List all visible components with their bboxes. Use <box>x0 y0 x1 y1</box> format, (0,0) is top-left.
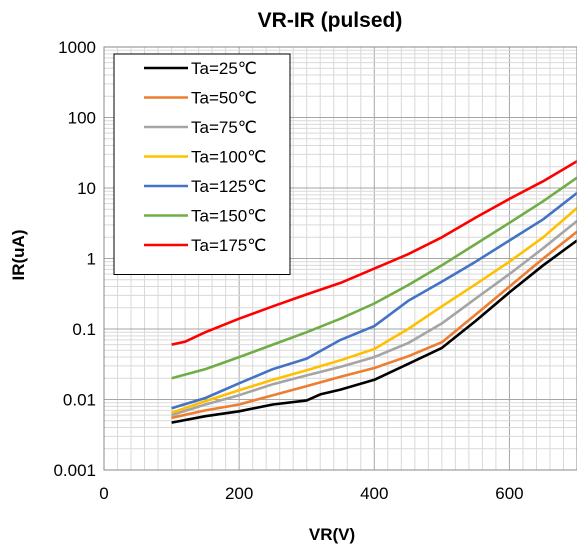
legend-label: Ta=150℃ <box>191 207 266 226</box>
legend-label: Ta=175℃ <box>191 236 266 255</box>
series-line-5 <box>171 191 577 410</box>
legend-box <box>113 53 291 275</box>
legend: Ta=25℃ Ta=50℃ Ta=75℃ Ta=100℃ Ta=125℃ Ta=150℃ T… <box>113 53 291 275</box>
y-tick-label: 1 <box>87 250 96 269</box>
x-tick-label: 600 <box>495 484 523 503</box>
y-tick-label: 1000 <box>58 38 96 57</box>
series-line-4 <box>171 207 577 414</box>
y-axis-label: IR(uA) <box>9 230 28 281</box>
series-line-3 <box>171 219 577 417</box>
legend-label: Ta=75℃ <box>191 118 257 137</box>
y-tick-label: 0.001 <box>53 461 96 480</box>
series-line-1 <box>171 239 577 424</box>
series-lines <box>171 160 577 424</box>
series-line-7 <box>171 160 577 346</box>
legend-label: Ta=100℃ <box>191 148 266 167</box>
legend-label: Ta=125℃ <box>191 177 266 196</box>
y-tick-label: 0.1 <box>72 320 96 339</box>
y-tick-label: 0.01 <box>63 391 96 410</box>
series-line-2 <box>171 230 577 420</box>
series-line-6 <box>171 176 577 380</box>
x-tick-labels: 0 200 400 600 <box>99 484 523 503</box>
y-tick-labels: 0.001 0.01 0.1 1 10 100 1000 <box>53 38 96 480</box>
legend-label: Ta=50℃ <box>191 89 257 108</box>
chart-title: VR-IR (pulsed) <box>258 9 403 32</box>
x-axis-label: VR(V) <box>309 525 355 544</box>
plot-frame <box>103 46 577 471</box>
y-tick-label: 10 <box>77 179 96 198</box>
legend-label: Ta=25℃ <box>191 59 257 78</box>
x-tick-label: 0 <box>99 484 108 503</box>
y-tick-label: 100 <box>68 109 96 128</box>
x-tick-label: 200 <box>225 484 253 503</box>
x-tick-label: 400 <box>360 484 388 503</box>
